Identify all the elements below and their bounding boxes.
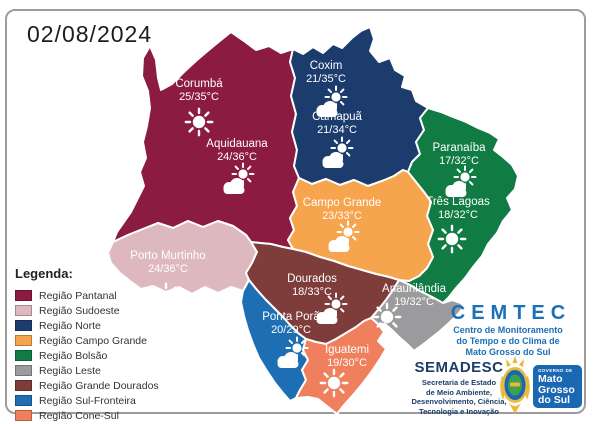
cemtec-subtitle-line: Centro de Monitoramento — [453, 325, 563, 335]
sun-icon — [319, 368, 349, 398]
city-temp-label: 24/36°C — [148, 263, 188, 275]
city-temp-label: 24/36°C — [217, 151, 257, 163]
legend-swatch — [15, 320, 32, 331]
legend-item: Região Campo Grande — [15, 333, 159, 348]
legend-label: Região Norte — [39, 319, 101, 332]
city-coxim: Coxim 21/35°C — [306, 60, 348, 118]
legend-item: Região Leste — [15, 363, 159, 378]
city-temp-label: 19/32°C — [394, 296, 434, 308]
city-name-label: Iguatemi — [325, 344, 369, 356]
city-name-label: Dourados — [287, 273, 337, 285]
region-cone-sul — [295, 317, 387, 415]
region-norte — [289, 26, 429, 187]
legend-swatch — [15, 380, 32, 391]
semadesc-logo: SEMADESC Secretaria de Estado de Meio Am… — [399, 359, 519, 416]
city-temp-label: 17/32°C — [439, 155, 479, 167]
city-name-label: Coxim — [310, 60, 343, 72]
city-name-label: Camapuã — [312, 111, 362, 123]
city-camapua: Camapuã 21/34°C — [312, 111, 363, 169]
city-ponta-pora: Ponta Porã 20/29°C — [262, 311, 320, 369]
legend-swatch — [15, 395, 32, 406]
city-porto-murtinho: Porto Murtinho 24/36°C — [130, 250, 206, 312]
semadesc-title: SEMADESC — [414, 359, 504, 376]
page-border-frame — [5, 9, 586, 414]
legend-swatch — [15, 410, 32, 421]
city-aquidauana: Aquidauana 24/36°C — [206, 138, 268, 195]
legend-item: Região Sul-Fronteira — [15, 393, 159, 408]
legend-swatch — [15, 290, 32, 301]
legend-swatch — [15, 350, 32, 361]
city-name-label: Ponta Porã — [262, 311, 320, 323]
legend-label: Região Leste — [39, 364, 101, 377]
semadesc-subtitle-line: Desenvolvimento, Ciência, — [411, 397, 507, 406]
city-temp-label: 21/35°C — [306, 73, 346, 85]
legend-swatch — [15, 335, 32, 346]
semadesc-subtitle-line: Secretaria de Estado — [421, 378, 497, 387]
governo-ms-logo: GOVERNO DE Mato Grosso do Sul — [533, 365, 582, 408]
forecast-date: 02/08/2024 — [27, 21, 153, 47]
sun-icon — [184, 107, 214, 137]
city-iguatemi: Iguatemi 19/30°C — [319, 344, 369, 398]
city-name-label: Três Lagoas — [426, 196, 490, 208]
city-temp-label: 20/29°C — [271, 324, 311, 336]
city-name-label: Paranaíba — [432, 142, 486, 154]
city-name-label: Corumbá — [175, 78, 223, 90]
regions-layer — [107, 26, 519, 415]
cities-layer: Corumbá 25/35°C Coxim 21/35°C Camapuã 21… — [130, 60, 490, 398]
city-paranaiba: Paranaíba 17/32°C — [432, 142, 486, 198]
city-temp-label: 18/33°C — [292, 286, 332, 298]
legend: Legenda: Região Pantanal Região Sudoeste… — [15, 266, 159, 423]
city-name-label: Anaurilândia — [382, 283, 447, 295]
legend-label: Região Campo Grande — [39, 334, 147, 347]
sun-icon — [437, 224, 467, 254]
city-temp-label: 23/33°C — [322, 210, 362, 222]
legend-swatch — [15, 365, 32, 376]
legend-label: Região Bolsão — [39, 349, 108, 362]
city-dourados: Dourados 18/33°C — [287, 273, 348, 325]
sun-icon — [372, 302, 402, 332]
legend-label: Região Sudoeste — [39, 304, 120, 317]
legend-swatch — [15, 305, 32, 316]
governo-line: do Sul — [538, 394, 571, 406]
city-temp-label: 18/32°C — [438, 209, 478, 221]
region-leste — [370, 279, 465, 352]
city-tres-lagoas: Três Lagoas 18/32°C — [426, 196, 490, 254]
city-temp-label: 21/34°C — [317, 124, 357, 136]
semadesc-subtitle-line: de Meio Ambiente, — [426, 387, 492, 397]
city-temp-label: 19/30°C — [327, 357, 367, 369]
legend-item: Região Sudoeste — [15, 303, 159, 318]
legend-item: Região Grande Dourados — [15, 378, 159, 393]
legend-label: Região Pantanal — [39, 289, 117, 302]
governo-line: Grosso — [538, 383, 575, 396]
legend-title: Legenda: — [15, 266, 73, 281]
region-campo-grande — [287, 169, 434, 282]
legend-item: Região Bolsão — [15, 348, 159, 363]
cemtec-subtitle-line: Mato Grosso do Sul — [465, 347, 551, 357]
legend-label: Região Grande Dourados — [39, 379, 159, 392]
cemtec-logo: CEMTEC Centro de Monitoramento do Tempo … — [440, 302, 576, 358]
city-anaurilandia: Anaurilândia 19/32°C — [372, 283, 447, 332]
legend-item: Região Cone-Sul — [15, 408, 159, 423]
city-campo-grande: Campo Grande 23/33°C — [303, 197, 382, 253]
city-temp-label: 25/35°C — [179, 91, 219, 103]
legend-item: Região Norte — [15, 318, 159, 333]
city-corumba: Corumbá 25/35°C — [175, 78, 223, 137]
city-name-label: Aquidauana — [206, 138, 268, 150]
governo-line: Mato — [538, 373, 563, 385]
legend-label: Região Cone-Sul — [39, 409, 119, 422]
governo-top-label: GOVERNO DE — [538, 368, 573, 373]
cemtec-subtitle-line: do Tempo e do Clima de — [456, 336, 560, 346]
city-name-label: Porto Murtinho — [130, 250, 205, 262]
legend-item: Região Pantanal — [15, 288, 159, 303]
legend-label: Região Sul-Fronteira — [39, 394, 136, 407]
city-name-label: Campo Grande — [303, 197, 382, 209]
ms-coat-of-arms-icon — [500, 356, 530, 414]
semadesc-subtitle-line: Tecnologia e Inovação — [419, 406, 499, 416]
cemtec-title: CEMTEC — [450, 302, 572, 324]
